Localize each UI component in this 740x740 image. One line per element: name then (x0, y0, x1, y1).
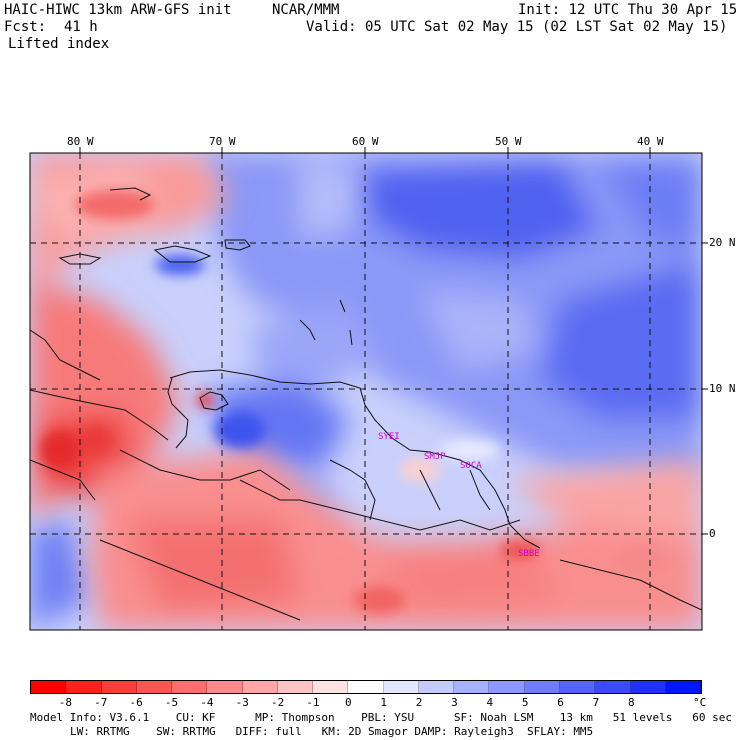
lon-label-60w: 60 W (352, 135, 379, 148)
colorbar-segment (348, 681, 384, 693)
colorbar-segment (418, 681, 455, 693)
valid-time: Valid: 05 UTC Sat 02 May 15 (02 LST Sat … (306, 19, 728, 35)
site-label-smjp: SMJP (424, 452, 446, 462)
colorbar-segment (524, 681, 560, 693)
lat-lon-grid (30, 153, 702, 630)
colorbar-segment (665, 681, 702, 693)
colorbar-segment (31, 681, 67, 693)
colorbar (30, 680, 702, 694)
colorbar-tick-label: -6 (129, 696, 143, 709)
forecast-label: Fcst: (4, 19, 47, 35)
colorbar-tick-label: -1 (306, 696, 320, 709)
lon-label-70w: 70 W (209, 135, 236, 148)
colorbar-segment (207, 681, 243, 693)
agency-label: NCAR/MMM (272, 2, 340, 18)
colorbar-unit: °C (693, 696, 707, 709)
colorbar-segment (489, 681, 525, 693)
lon-label-80w: 80 W (67, 135, 94, 148)
lon-label-40w: 40 W (637, 135, 664, 148)
colorbar-tick-label: 1 (380, 696, 387, 709)
field-name: Lifted index (8, 36, 110, 52)
colorbar-tick-label: -5 (164, 696, 179, 709)
colorbar-tick-label: -8 (58, 696, 72, 709)
colorbar-tick-label: 6 (557, 696, 564, 709)
colorbar-tick-label: -3 (235, 696, 249, 709)
site-label-syei: SYEI (378, 432, 400, 442)
colorbar-tick-label: -2 (270, 696, 285, 709)
colorbar-segment (136, 681, 173, 693)
colorbar-tick-label: 2 (415, 696, 423, 709)
init-time: Init: 12 UTC Thu 30 Apr 15 (518, 2, 738, 18)
colorbar-tick-label: 5 (521, 696, 529, 709)
colorbar-segment (559, 681, 596, 693)
coastlines (30, 187, 702, 621)
colorbar-segment (313, 681, 349, 693)
colorbar-segment (595, 681, 631, 693)
colorbar-tick-label: 8 (627, 696, 635, 709)
forecast-hour: 41 h (64, 19, 98, 35)
colorbar-segment (277, 681, 314, 693)
lat-label-equator: 0 (709, 527, 716, 540)
colorbar-segment (630, 681, 666, 693)
map-frame (29, 152, 703, 631)
site-label-soca: SOCA (460, 461, 482, 471)
field-shading (30, 153, 702, 630)
colorbar-tick-label: 4 (486, 696, 494, 709)
lon-label-50w: 50 W (495, 135, 522, 148)
model-info-line2: LW: RRTMG SW: RRTMG DIFF: full KM: 2D Sm… (70, 725, 594, 738)
lat-label-10n: 10 N (709, 382, 736, 395)
colorbar-segment (101, 681, 137, 693)
model-title: HAIC-HIWC 13km ARW-GFS init (4, 2, 232, 18)
site-label-sbbe: SBBE (518, 549, 540, 559)
colorbar-tick-label: -4 (200, 696, 214, 709)
colorbar-segment (383, 681, 419, 693)
colorbar-segment (172, 681, 208, 693)
colorbar-segment (66, 681, 102, 693)
colorbar-segment (242, 681, 278, 693)
colorbar-tick-label: 3 (451, 696, 458, 709)
lat-label-20n: 20 N (709, 236, 736, 249)
model-info-line1: Model Info: V3.6.1 CU: KF MP: Thompson P… (30, 711, 732, 724)
colorbar-segment (454, 681, 490, 693)
colorbar-tick-label: 7 (592, 696, 600, 709)
colorbar-tick-label: 0 (345, 696, 352, 709)
colorbar-tick-label: -7 (94, 696, 108, 709)
